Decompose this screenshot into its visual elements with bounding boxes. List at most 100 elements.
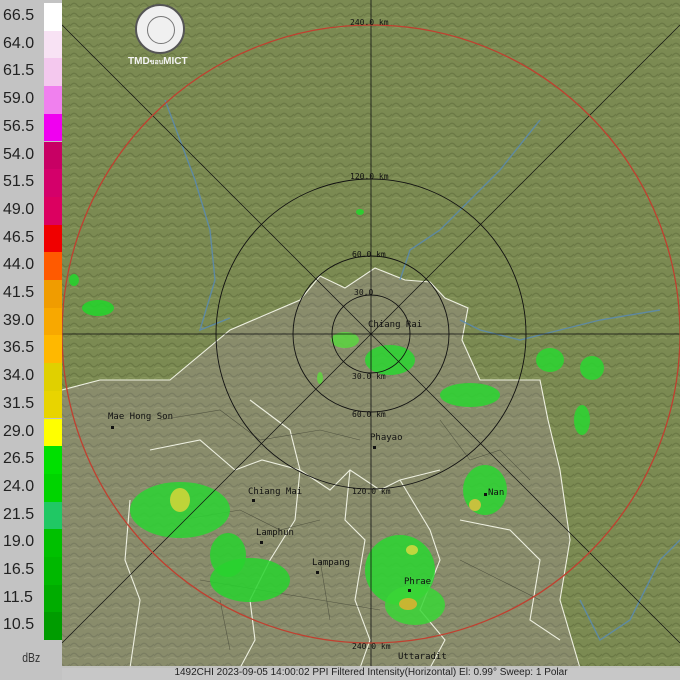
legend-level-label: 19.0 [3,533,35,551]
legend-level: 51.5 [0,169,62,197]
tmd-logo: TMDขอบMICT [128,4,198,70]
reflectivity-echo [580,356,604,380]
logo-text: TMDขอบMICT [128,56,188,67]
legend-level-swatch [44,113,62,142]
legend-level: 39.0 [0,307,62,336]
legend-level: 54.0 [0,141,62,170]
legend-level: 34.0 [0,363,62,391]
legend-level-swatch [44,196,62,225]
legend-level-swatch [44,3,62,31]
city-chiang-mai: Chiang Mai [248,487,302,502]
legend-level: 59.0 [0,86,62,114]
ring-60km [292,255,450,413]
legend-level-swatch [44,252,62,280]
legend-level-label: 34.0 [3,367,35,385]
city-lampang: Lampang [312,558,350,574]
status-bar: 1492CHI 2023-09-05 14:00:02 PPI Filtered… [62,666,680,680]
ring-label-120-top: 120.0 km [350,172,389,181]
legend-level-swatch [44,363,62,391]
legend-level-swatch [44,307,62,336]
legend-level: 16.5 [0,557,62,585]
reflectivity-echo [440,383,500,407]
legend-level: 56.5 [0,113,62,142]
legend-level-label: 46.5 [3,228,35,246]
legend-level: 61.5 [0,58,62,87]
ring-240km [61,24,680,644]
reflectivity-echo [82,300,114,316]
legend-level-label: 44.0 [3,256,35,274]
legend-level-label: 59.0 [3,90,35,108]
ring-label-240-top: 240.0 km [350,18,389,27]
legend-level-swatch [44,446,62,474]
legend-level-swatch [44,473,62,502]
city-phayao: Phayao [370,433,403,449]
legend-level-label: 29.0 [3,422,35,440]
legend-level-swatch [44,224,62,253]
reflectivity-echo [469,499,481,511]
ring-label-30-top: 30.0 [354,288,374,297]
range-overlay [61,0,680,668]
legend-level-swatch [44,501,62,530]
reflectivity-echo [69,274,79,286]
legend-level-label: 66.5 [3,7,35,24]
legend-level-label: 16.5 [3,561,35,578]
reflectivity-echo [210,533,246,577]
legend-level: 19.0 [0,529,62,557]
reflectivity-echo [356,209,364,215]
ring-30km [331,294,411,374]
ring-label-120-bottom: 120.0 km [352,487,391,496]
legend-level-swatch [44,612,62,641]
legend-level-label: 41.5 [3,284,35,301]
radar-echoes [69,209,604,625]
legend-level: 49.0 [0,196,62,225]
radar-map[interactable]: TMDขอบMICT 240.0 km 120.0 km 60.0 km 30.… [61,0,680,669]
legend-level-label: 49.0 [3,200,35,218]
legend-level-swatch [44,418,62,447]
legend-level-swatch [44,141,62,170]
legend-level: 44.0 [0,252,62,280]
legend-level-label: 54.0 [3,145,35,163]
city-mae-hong-son: Mae Hong Son [108,412,173,429]
ring-120km [215,178,527,490]
legend-level-label: 21.5 [3,505,35,523]
legend-level-label: 64.0 [3,34,35,52]
city-phrae: Phrae [404,577,431,592]
radar-map-canvas [61,0,680,669]
legend-level: 31.5 [0,390,62,419]
legend-level: 10.5 [0,612,62,641]
legend-level-swatch [44,335,62,364]
dbz-color-legend: 66.5 64.0 61.5 59.0 56.5 54.0 51.5 49.0 46.5 44.0… [0,0,62,668]
legend-level-swatch [44,30,62,59]
legend-level-swatch [44,58,62,87]
legend-level-swatch [44,169,62,197]
legend-level: 26.5 [0,446,62,474]
diagonal-line [61,24,680,644]
legend-level-label: 31.5 [3,394,35,412]
legend-level-label: 26.5 [3,450,35,468]
legend-level: 11.5 [0,584,62,613]
reflectivity-echo [536,348,564,372]
legend-unit: dBz [22,650,41,665]
legend-level-label: 51.5 [3,173,35,191]
tmd-seal-icon [135,4,185,54]
legend-level: 66.5 [0,3,62,31]
reflectivity-echo [331,332,359,348]
reflectivity-echo [170,488,190,512]
legend-level: 64.0 [0,30,62,59]
legend-level-label: 56.5 [3,117,35,135]
reflectivity-echo [406,545,418,555]
legend-level: 36.5 [0,335,62,364]
legend-level-label: 39.0 [3,311,35,329]
legend-level-swatch [44,390,62,419]
legend-level: 21.5 [0,501,62,530]
ring-label-240-bottom: 240.0 km [352,642,391,651]
city-chiang-rai: Chiang Rai [368,320,423,330]
legend-level: 29.0 [0,418,62,447]
reflectivity-echo [574,405,590,435]
legend-level-swatch [44,557,62,585]
city-lamphun: Lamphun [256,528,294,544]
legend-level-swatch [44,86,62,114]
ring-label-30-bottom: 30.0 km [352,372,386,381]
reflectivity-echo [399,598,417,610]
legend-level-label: 10.5 [3,616,35,634]
